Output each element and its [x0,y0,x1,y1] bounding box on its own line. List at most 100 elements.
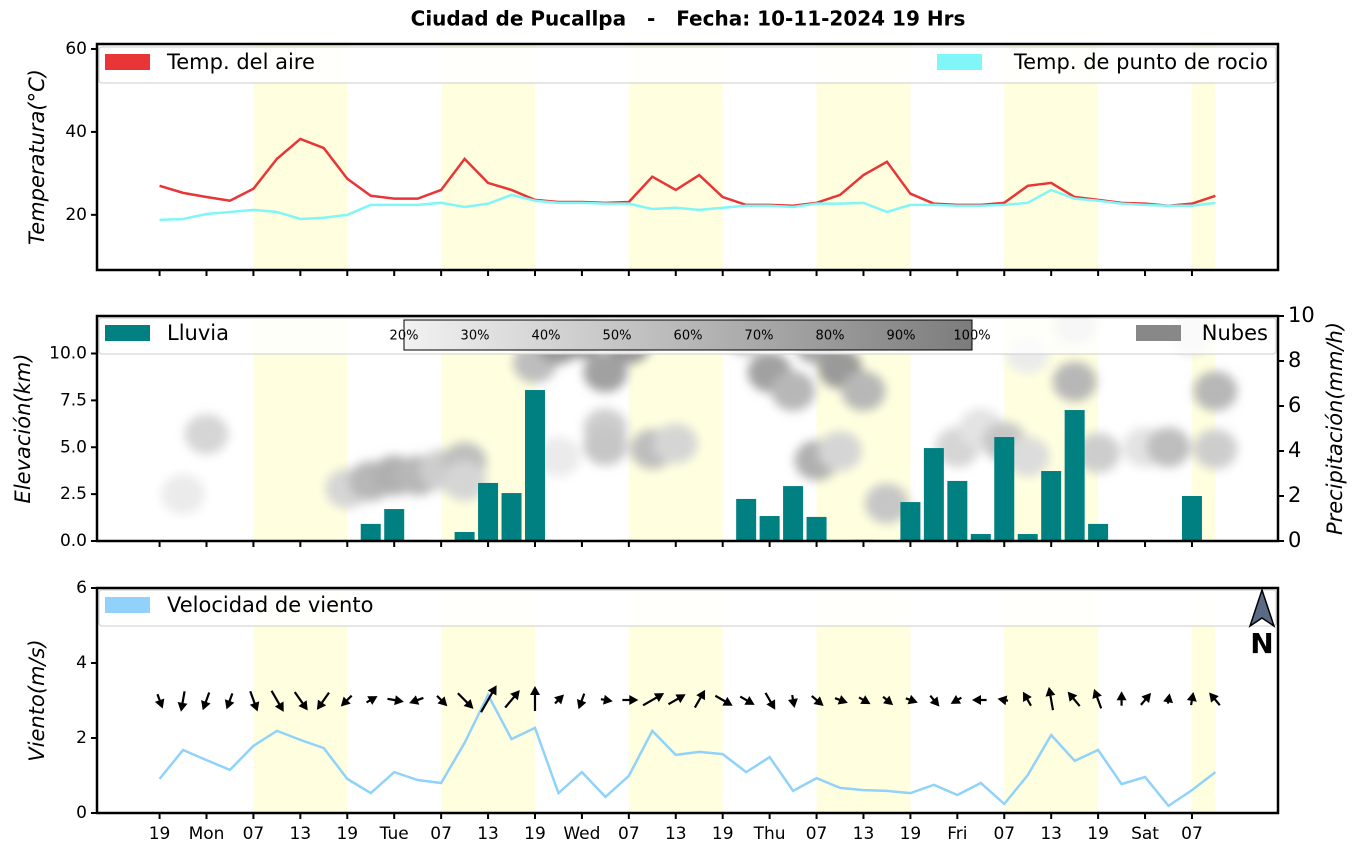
legend-label: Temp. de punto de rocio [1013,50,1268,74]
wind-arrow-shaft [667,696,681,706]
x-tick-label: 13 [853,824,875,844]
legend-label: Nubes [1202,321,1268,345]
wind-arrow [905,694,918,705]
y2-tick-label: 4 [1288,438,1301,462]
wind-arrow [436,695,448,707]
wind-arrow [811,695,824,706]
wind-arrow [667,694,686,706]
wind-arrow [787,694,798,708]
wind-arrow [714,694,733,706]
x-tick-label: 07 [243,824,265,844]
rain-bar [736,498,757,541]
wind-arrow [457,692,474,709]
x-tick-label: Thu [753,824,786,844]
wind-arrow-head [929,696,940,707]
wind-arrow-head [224,699,235,710]
colorbar-label: 40% [532,329,561,344]
cloud-patch [1146,427,1191,468]
wind-arrow [1163,693,1174,704]
wind-arrow [600,694,613,705]
cloud-patch [864,483,909,524]
wind-arrow [1092,688,1103,709]
wind-arrow-head [722,696,733,706]
wind-arrow [1045,686,1056,711]
y-tick-label: 6 [76,578,87,598]
wind-arrow-head [487,685,497,696]
y-axis-label: Viento(m/s) [25,639,49,761]
daylight-band [1191,588,1216,813]
wind-arrow-head [1163,693,1174,704]
x-tick-label: 07 [618,824,640,844]
rain-bar [454,532,475,541]
legend-label: Velocidad de viento [167,593,373,617]
x-tick-label: 13 [477,824,499,844]
wind-arrow-head [437,696,448,707]
wind-arrow-shaft [293,691,305,706]
wind-arrow-shaft [764,692,773,705]
wind-arrow-head [766,699,776,710]
compass-label: N [1250,627,1273,660]
wind-arrow [224,693,235,710]
wind-arrow-head [576,699,587,710]
y-tick-label: 10.0 [49,344,87,364]
wind-arrow-head [907,694,918,705]
wind-arrow-head [298,700,308,711]
y-axis-label: Elevación(km) [11,354,35,504]
cloud-patch [1193,429,1238,470]
wind-arrow-head [1045,686,1056,697]
wind-arrow [177,691,188,712]
wind-arrow [1209,692,1221,706]
wind-arrow-head [629,695,639,705]
rain-bar [783,486,804,541]
wind-arrow [642,693,665,707]
colorbar-label: 50% [603,329,632,344]
x-tick-label: 13 [665,824,687,844]
wind-arrow-shaft [480,690,495,713]
wind-arrow-head [744,696,755,705]
cloud-patch [841,371,886,411]
wind-arrow [693,689,706,709]
y2-tick-label: 2 [1288,483,1301,507]
x-tick-label: 07 [430,824,452,844]
wind-arrow-head [316,699,327,710]
wind-arrow-shaft [714,694,728,704]
x-tick-label: 07 [1181,824,1203,844]
wind-arrow [834,695,848,705]
wind-arrow-head [696,689,706,701]
rain-bar [947,480,968,541]
wind-arrow [1140,692,1152,706]
x-tick-label: Wed [563,824,600,844]
wind-arrow-head [274,701,284,712]
wind-arrow-head [154,698,165,709]
wind-arrow-head [1022,691,1032,703]
wind-arrow-head [367,696,378,705]
x-tick-label: 19 [712,824,734,844]
wind-arrow-head [1092,688,1102,700]
colorbar-label: 60% [674,329,703,344]
y-tick-label: 5.0 [60,437,87,457]
y-tick-label: 20 [65,205,87,225]
y-tick-label: 2.5 [60,484,87,504]
cloud-patch [1005,436,1050,477]
wind-arrow-head [1186,691,1197,702]
rain-bar [923,448,944,541]
wind-arrow [316,691,330,710]
wind-arrow [882,695,894,706]
wind-arrow [997,695,1009,706]
daylight-band [1191,44,1216,270]
wind-arrow [764,692,776,710]
x-tick-label: Tue [379,824,409,844]
cloud-patch [653,423,698,464]
x-tick-label: 19 [149,824,171,844]
series-line [158,692,1217,808]
y2-tick-label: 10 [1288,303,1315,327]
wind-arrow-head [653,693,665,702]
wind-arrow [1022,691,1032,707]
wind-arrow [1186,691,1197,706]
legend-swatch [937,54,982,70]
wind-arrow-head [860,695,871,705]
wind-arrow-shaft [249,690,257,706]
wind-arrow-head [201,700,211,711]
y-tick-label: 60 [65,39,87,59]
